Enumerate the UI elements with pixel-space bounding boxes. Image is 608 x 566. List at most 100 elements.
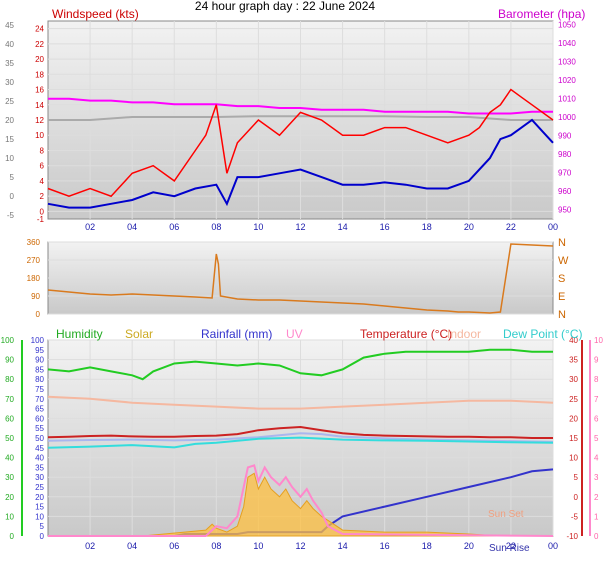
panel3-series-line (47, 436, 554, 449)
panel3-rain-tick: 65 (35, 405, 44, 414)
panel1-x-tick: 08 (211, 222, 221, 232)
panel3-humidity-tick: 0 (10, 532, 15, 541)
legend-dew-point: Dew Point (°C) (503, 327, 582, 341)
panel1-outer-tick: 10 (5, 154, 14, 163)
panel3-rain-tick: 25 (35, 483, 44, 492)
panel3-rain-tick: 15 (35, 503, 44, 512)
panel3-rain-tick: 40 (35, 454, 44, 463)
panel1-left-tick: 6 (40, 162, 45, 171)
panel3-rain-tick: 20 (35, 493, 44, 502)
panel3-x-tick: 02 (85, 541, 95, 551)
panel3-x-tick: 20 (464, 541, 474, 551)
panel3-rain-tick: 30 (35, 473, 44, 482)
legend-indoor: Indoor (447, 327, 481, 341)
panel1-left-tick: 0 (40, 207, 45, 216)
panel3-humidity-tick: 80 (5, 375, 14, 384)
panel3-uv-tick: 0 (594, 532, 599, 541)
panel1-x-tick: 20 (464, 222, 474, 232)
panel1-right-tick: 970 (558, 169, 572, 178)
panel1-left-tick: 14 (35, 101, 44, 110)
panel3-temp-tick: 0 (574, 493, 579, 502)
panel3-temp-tick: 30 (569, 375, 578, 384)
panel1-outer-tick: 45 (5, 21, 14, 30)
panel1-x-tick: 00 (548, 222, 558, 232)
panel1-left-tick: 16 (35, 86, 44, 95)
panel3-temp-tick: 15 (569, 434, 578, 443)
panel3-temp-tick: -5 (571, 512, 579, 521)
panel1-tick-labels: -1024681012141618202224-5051015202530354… (5, 21, 576, 232)
panel3-x-tick: 22 (506, 541, 516, 551)
panel1-left-tick: 18 (35, 70, 44, 79)
panel1-left-tick: 10 (35, 131, 44, 140)
panel3-rain-tick: 60 (35, 414, 44, 423)
panel2-series (47, 243, 554, 314)
panel3-humidity-tick: 20 (5, 493, 14, 502)
panel1-grid (48, 21, 554, 219)
panel1-left-tick: -1 (37, 215, 45, 224)
panel1-right-tick: 980 (558, 150, 572, 159)
legend-temperature: Temperature (°C) (360, 327, 452, 341)
panel2-compass-tick: E (558, 291, 565, 303)
panel3-rain-tick: 45 (35, 444, 44, 453)
panel1-outer-tick: 40 (5, 40, 14, 49)
panel1-series-line (47, 118, 554, 209)
panel1-outer-tick: 25 (5, 97, 14, 106)
panel3-rain-tick: 100 (31, 336, 45, 345)
panel3-x-tick: 04 (127, 541, 137, 551)
legend-solar: Solar (125, 327, 153, 341)
panel3-temp-tick: 35 (569, 356, 578, 365)
panel1-right-tick: 950 (558, 206, 572, 215)
panel1-x-tick: 22 (506, 222, 516, 232)
panel3-uv-tick: 8 (594, 375, 599, 384)
panel2-compass-tick: N (558, 237, 566, 249)
legend-humidity: Humidity (56, 327, 103, 341)
panel2-compass-tick: S (558, 273, 565, 285)
panel1-outer-tick: 20 (5, 116, 14, 125)
panel2-left-tick: 90 (31, 292, 40, 301)
panel3-series-line (48, 464, 554, 537)
panel3-x-tick: 00 (548, 541, 558, 551)
panel3-x-tick: 08 (211, 541, 221, 551)
panel3-x-tick: 12 (295, 541, 305, 551)
panel3-grid (21, 339, 591, 537)
panel1-x-tick: 04 (127, 222, 137, 232)
panel3-series-line (47, 432, 554, 443)
panel1-x-tick: 18 (422, 222, 432, 232)
panel3-uv-tick: 9 (594, 356, 599, 365)
panel3-uv-tick: 6 (594, 414, 599, 423)
panel3-rain-tick: 90 (35, 356, 44, 365)
panel1-left-tick: 8 (40, 146, 45, 155)
panel1-right-axis-label: Barometer (hpa) (498, 7, 585, 21)
panel3-series-line (47, 425, 553, 439)
panel1-series-line (48, 97, 553, 115)
panel3-rain-tick: 80 (35, 375, 44, 384)
annotation-sun-rise: Sun Rise (489, 543, 530, 554)
panel3-rain-tick: 5 (40, 522, 45, 531)
panel3-temp-tick: 10 (569, 454, 578, 463)
panel3-solar-area (48, 472, 553, 537)
panel1-left-tick: 20 (35, 55, 44, 64)
panel1-x-tick: 16 (380, 222, 390, 232)
panel1-left-tick: 4 (40, 177, 45, 186)
panel3-uv-tick: 1 (594, 512, 599, 521)
panel1-outer-tick: -5 (7, 211, 15, 220)
panel1-right-tick: 1040 (558, 39, 576, 48)
annotation-sun-set: Sun Set (488, 509, 524, 520)
panel3-uv-tick: 5 (594, 434, 599, 443)
panel1-x-tick: 14 (338, 222, 348, 232)
panel3-rain-tick: 55 (35, 424, 44, 433)
panel1-right-tick: 1020 (558, 76, 576, 85)
panel3-humidity-tick: 60 (5, 414, 14, 423)
panel3-rain-tick: 50 (35, 434, 44, 443)
panel1-outer-tick: 30 (5, 78, 14, 87)
panel3-humidity-tick: 10 (5, 512, 14, 521)
panel2-left-tick: 0 (36, 310, 41, 319)
panel1-outer-tick: 0 (10, 192, 15, 201)
panel3-rain-tick: 85 (35, 365, 44, 374)
panel1-left-tick: 12 (35, 116, 44, 125)
panel3-humidity-tick: 40 (5, 454, 14, 463)
panel3-temp-tick: 20 (569, 414, 578, 423)
panel1-right-tick: 1030 (558, 58, 576, 67)
panel1-x-tick: 12 (295, 222, 305, 232)
panel3-series (47, 348, 554, 537)
